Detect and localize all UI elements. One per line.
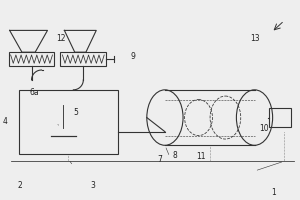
Text: 2: 2 xyxy=(17,181,22,190)
Text: 13: 13 xyxy=(250,34,260,43)
Bar xyxy=(60,52,106,66)
Text: 1: 1 xyxy=(271,188,276,197)
Bar xyxy=(9,52,54,66)
Text: 4: 4 xyxy=(2,117,7,126)
Text: 12: 12 xyxy=(56,34,65,43)
Text: 9: 9 xyxy=(130,52,136,61)
Text: 6a: 6a xyxy=(29,88,39,97)
Text: 8: 8 xyxy=(172,151,177,160)
Text: 3: 3 xyxy=(90,181,95,190)
Text: 11: 11 xyxy=(196,152,206,161)
Text: 7: 7 xyxy=(158,155,162,164)
Text: 10: 10 xyxy=(259,124,268,133)
Bar xyxy=(19,90,118,154)
Text: 5: 5 xyxy=(74,108,79,117)
Bar xyxy=(269,108,291,127)
